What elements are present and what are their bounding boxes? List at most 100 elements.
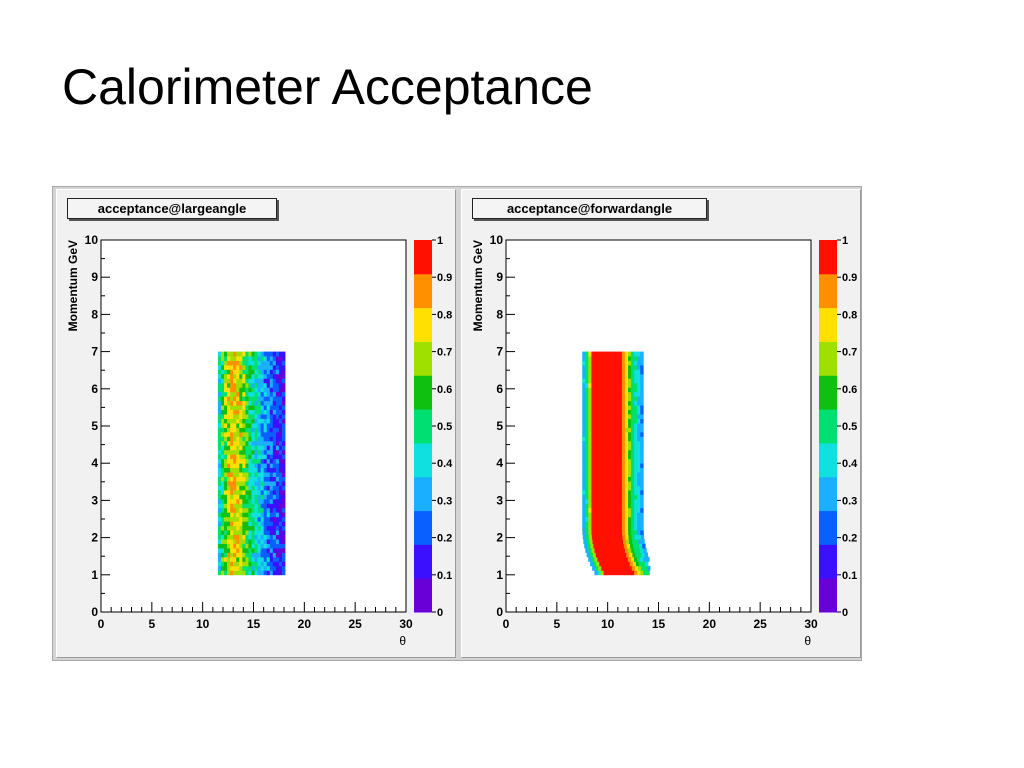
heatmap-cell	[275, 539, 280, 544]
heatmap-cell	[634, 503, 638, 509]
heatmap-cell	[628, 507, 632, 513]
heatmap-cell	[603, 556, 607, 562]
heatmap-cell	[634, 409, 638, 415]
heatmap-cell	[230, 409, 234, 415]
heatmap-cell	[220, 356, 225, 361]
heatmap-cell	[257, 414, 262, 419]
heatmap-cell	[594, 400, 598, 406]
heatmap-cell	[248, 512, 252, 518]
heatmap-cell	[224, 351, 228, 357]
heatmap-cell	[615, 476, 620, 482]
heatmap-cell	[224, 360, 228, 366]
heatmap-cell	[239, 400, 243, 406]
heatmap-cell	[275, 552, 280, 558]
heatmap-cell	[606, 485, 611, 491]
heatmap-cell	[233, 423, 237, 428]
heatmap-cell	[609, 436, 614, 442]
heatmap-cell	[582, 414, 586, 419]
heatmap-cell	[266, 400, 271, 406]
heatmap-cell	[233, 414, 237, 419]
heatmap-cell	[622, 530, 626, 536]
heatmap-cell	[278, 458, 283, 464]
heatmap-cell	[227, 387, 231, 393]
heatmap-cell	[582, 454, 586, 460]
heatmap-cell	[227, 481, 231, 486]
colorbar-segment	[414, 510, 432, 545]
heatmap-cell	[634, 476, 638, 482]
heatmap-cell	[251, 530, 255, 536]
heatmap-cell	[242, 467, 246, 473]
heatmap-cell	[597, 391, 601, 397]
heatmap-cell	[239, 472, 243, 477]
heatmap-cell	[618, 436, 623, 442]
heatmap-cell	[251, 387, 255, 393]
heatmap-cell	[582, 423, 586, 428]
heatmap-cell	[638, 539, 642, 544]
heatmap-cell	[217, 552, 222, 558]
heatmap-cell	[628, 565, 633, 571]
heatmap-cell	[612, 387, 617, 393]
heatmap-cell	[248, 431, 252, 437]
heatmap-cell	[281, 445, 286, 451]
colorbar-tick-label: 0.8	[842, 309, 857, 321]
heatmap-cell	[254, 498, 258, 504]
heatmap-cell	[260, 454, 265, 460]
heatmap-cell	[594, 507, 598, 513]
heatmap-cell	[628, 485, 632, 491]
heatmap-cell	[275, 445, 280, 451]
heatmap-cell	[591, 512, 595, 518]
heatmap-cell	[248, 364, 252, 370]
heatmap-cell	[266, 360, 271, 366]
heatmap-cell	[588, 418, 592, 424]
heatmap-cell	[631, 414, 635, 419]
heatmap-cell	[615, 472, 620, 477]
heatmap-cell	[248, 356, 252, 361]
heatmap-cell	[242, 476, 246, 482]
heatmap-cell	[621, 516, 626, 522]
heatmap-cell	[220, 463, 225, 469]
heatmap-cell	[224, 570, 228, 576]
heatmap-cell	[631, 548, 635, 553]
heatmap-cell	[624, 481, 629, 486]
heatmap-cell	[217, 525, 222, 531]
heatmap-cell	[227, 543, 231, 549]
heatmap-cell	[245, 427, 249, 433]
heatmap-cell	[591, 405, 595, 411]
heatmap-cell	[621, 409, 626, 415]
heatmap-cell	[224, 436, 228, 442]
heatmap-cell	[594, 481, 598, 486]
heatmap-cell	[236, 369, 240, 375]
heatmap-cell	[588, 512, 592, 518]
heatmap-cell	[230, 387, 234, 393]
heatmap-cell	[230, 405, 234, 411]
heatmap-cell	[592, 539, 596, 544]
heatmap-cell	[597, 516, 601, 522]
heatmap-cell	[254, 400, 258, 406]
heatmap-cell	[591, 525, 595, 531]
heatmap-cell	[281, 476, 286, 482]
heatmap-cell	[600, 396, 604, 402]
heatmap-cell	[278, 369, 283, 375]
heatmap-cell	[278, 485, 283, 491]
heatmap-cell	[236, 387, 240, 393]
heatmap-cell	[260, 414, 265, 419]
heatmap-cell	[634, 391, 638, 397]
heatmap-cell	[602, 543, 606, 549]
heatmap-cell	[260, 570, 265, 576]
heatmap-cell	[640, 445, 644, 451]
heatmap-cell	[591, 378, 595, 384]
heatmap-cell	[600, 512, 604, 518]
heatmap-cell	[263, 503, 268, 509]
heatmap-cell	[582, 445, 586, 451]
heatmap-cell	[248, 548, 252, 553]
heatmap-cell	[236, 351, 240, 357]
heatmap-cell	[233, 472, 237, 477]
heatmap-cell	[245, 543, 249, 549]
heatmap-cell	[275, 409, 280, 415]
heatmap-cell	[634, 449, 638, 455]
heatmap-cell	[254, 391, 258, 397]
heatmap-cell	[621, 414, 626, 419]
heatmap-cell	[591, 387, 595, 393]
heatmap-cell	[220, 396, 225, 402]
